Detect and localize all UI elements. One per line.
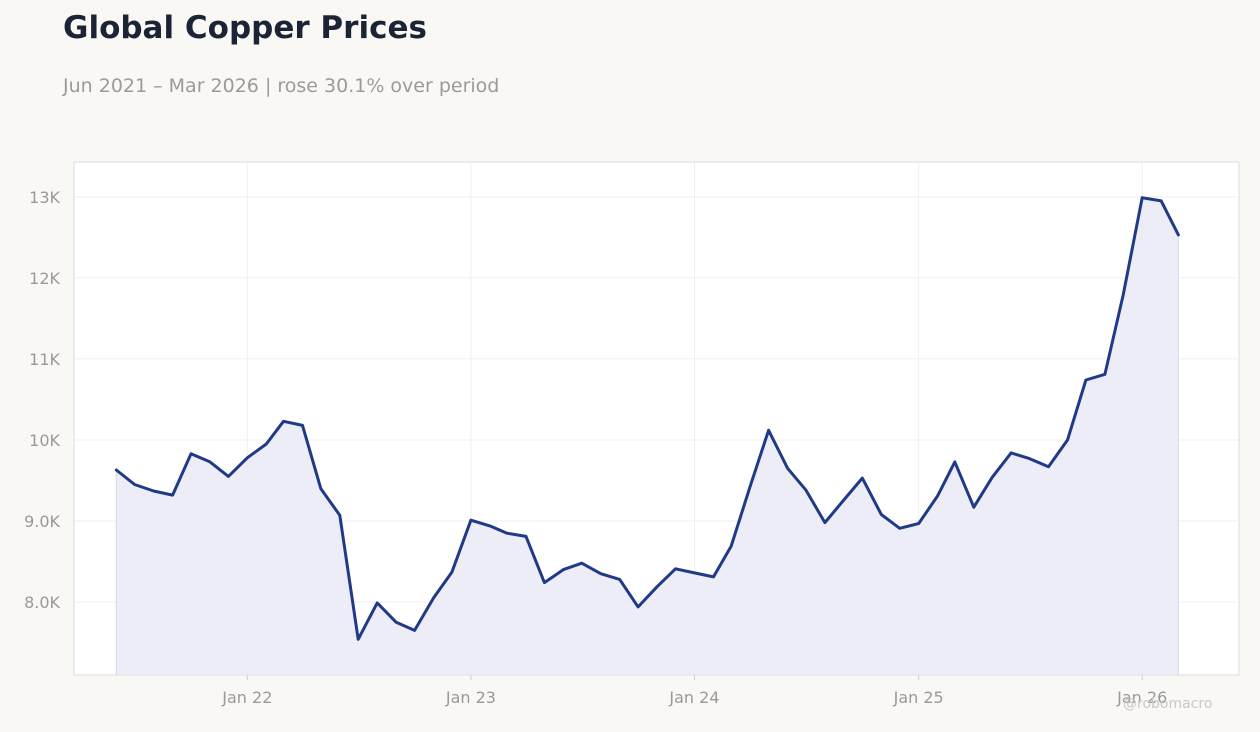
series-area (116, 197, 1179, 675)
data-point (712, 575, 715, 578)
data-point (171, 494, 174, 497)
data-point (972, 506, 975, 509)
x-tick-label: Jan 26 (1116, 688, 1167, 707)
data-point (450, 571, 453, 574)
data-point (674, 567, 677, 570)
data-point (1084, 379, 1087, 382)
y-tick-label: 13K (29, 188, 60, 207)
data-point (227, 475, 230, 478)
data-point (395, 621, 398, 624)
data-point (749, 485, 752, 488)
data-point (338, 514, 341, 517)
data-point (488, 524, 491, 527)
data-point (599, 572, 602, 575)
data-point (618, 578, 621, 581)
data-point (1141, 196, 1144, 199)
page-subtitle: Jun 2021 – Mar 2026 | rose 30.1% over pe… (63, 75, 500, 97)
x-tick-label: Jan 24 (668, 688, 719, 707)
data-point (115, 468, 118, 471)
data-point (133, 483, 136, 486)
data-point (376, 601, 379, 604)
y-tick-label: 8.0K (24, 593, 60, 612)
x-tick-label: Jan 25 (893, 688, 944, 707)
data-point (842, 498, 845, 501)
x-tick-label: Jan 23 (445, 688, 496, 707)
data-point (152, 490, 155, 493)
data-point (1103, 373, 1106, 376)
data-point (898, 527, 901, 530)
data-point (730, 545, 733, 548)
data-point (246, 456, 249, 459)
data-point (525, 535, 528, 538)
y-tick-label: 11K (29, 350, 60, 369)
y-tick-label: 12K (29, 269, 60, 288)
data-point (936, 494, 939, 497)
data-point (1028, 457, 1031, 460)
data-point (1177, 233, 1180, 236)
data-point (282, 420, 285, 423)
data-point (1066, 438, 1069, 441)
data-point (469, 519, 472, 522)
data-point (301, 424, 304, 427)
x-tick-label: Jan 22 (221, 688, 272, 707)
data-point (1122, 293, 1125, 296)
data-point (189, 452, 192, 455)
data-point (357, 638, 360, 641)
data-point (823, 521, 826, 524)
data-point (319, 487, 322, 490)
series-line (114, 196, 1180, 641)
data-point (693, 571, 696, 574)
watermark: @robomacro (1123, 696, 1213, 712)
data-point (786, 467, 789, 470)
data-point (767, 429, 770, 432)
data-point (265, 443, 268, 446)
data-point (953, 460, 956, 463)
data-point (861, 477, 864, 480)
data-point (656, 585, 659, 588)
data-point (1047, 465, 1050, 468)
data-point (804, 489, 807, 492)
data-point (880, 513, 883, 516)
data-point (543, 581, 546, 584)
data-point (580, 562, 583, 565)
data-point (991, 476, 994, 479)
data-point (637, 605, 640, 608)
data-point (562, 568, 565, 571)
data-point (1010, 451, 1013, 454)
y-tick-label: 10K (29, 431, 60, 450)
data-point (208, 460, 211, 463)
data-point (432, 597, 435, 600)
page-title: Global Copper Prices (63, 10, 427, 46)
data-point (413, 629, 416, 632)
data-point (506, 532, 509, 535)
data-point (917, 522, 920, 525)
data-point (1160, 199, 1163, 202)
y-tick-label: 9.0K (24, 512, 60, 531)
